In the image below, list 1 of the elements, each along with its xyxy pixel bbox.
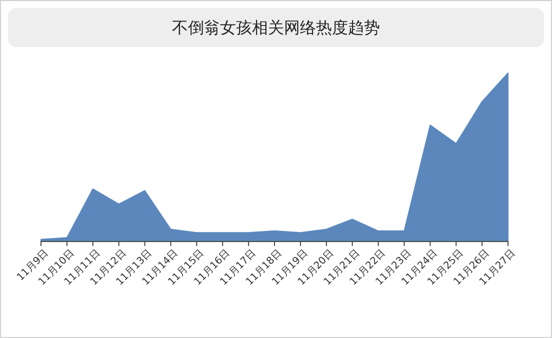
chart-title: 不倒翁女孩相关网络热度趋势 bbox=[172, 18, 380, 37]
